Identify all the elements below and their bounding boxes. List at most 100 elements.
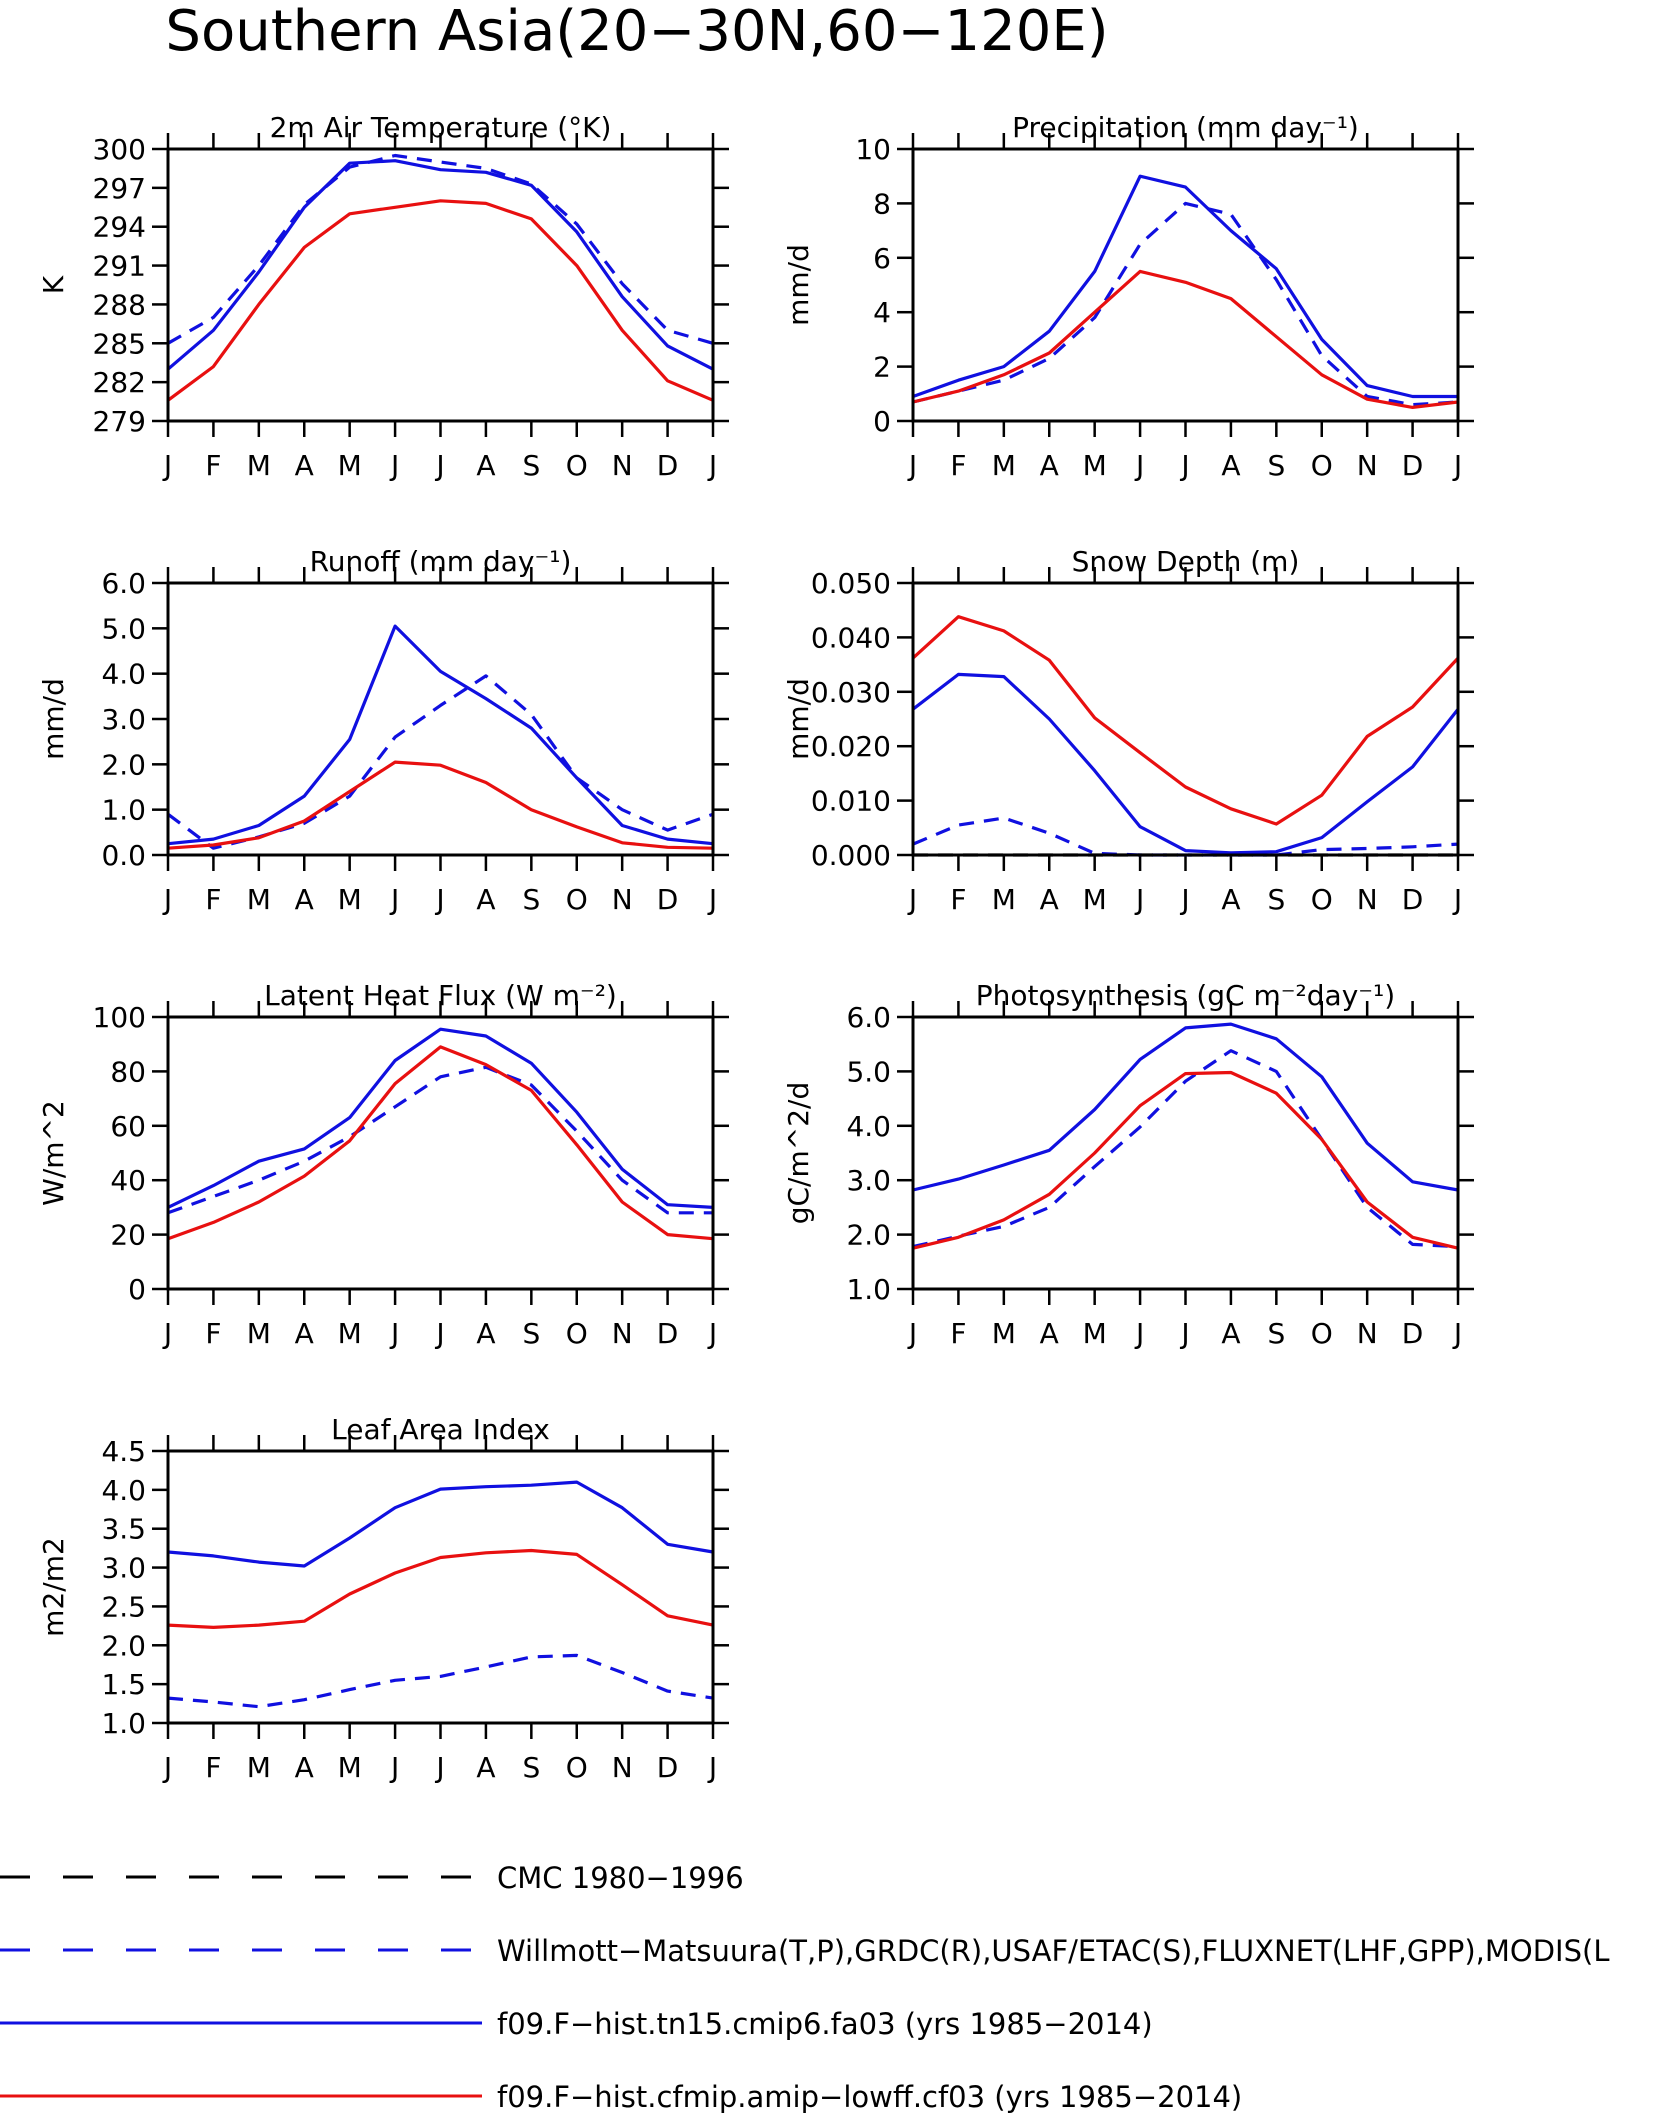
x-tick-label: F: [205, 1751, 221, 1784]
figure-title: Southern Asia(20−30N,60−120E): [165, 0, 1108, 64]
y-tick-label: 5.0: [101, 612, 146, 645]
y-tick-label: 0.030: [811, 676, 891, 709]
series-line: [167, 674, 714, 850]
series-line: [167, 760, 714, 850]
y-tick-label: 2: [873, 351, 891, 384]
series-line: [167, 624, 714, 846]
y-tick-label: 3.0: [101, 1552, 146, 1585]
x-tick-label: F: [950, 1317, 966, 1350]
y-tick-label: 2.0: [846, 1219, 891, 1252]
y-tick-label: 0.020: [811, 730, 891, 763]
y-tick-label: 4.0: [101, 658, 146, 691]
series-line: [912, 201, 1459, 407]
plot-frame: [911, 1015, 1460, 1291]
series-line: [167, 199, 714, 402]
x-tick-label: J: [1134, 883, 1144, 916]
x-tick-label: D: [657, 1317, 679, 1350]
y-tick-label: 0.000: [811, 839, 891, 872]
x-tick-label: A: [295, 1751, 314, 1784]
x-tick-label: N: [612, 883, 633, 916]
x-tick-label: F: [950, 883, 966, 916]
series-line: [167, 1045, 714, 1241]
x-tick-label: M: [247, 1751, 271, 1784]
series-line: [911, 615, 1460, 826]
x-tick-label: J: [434, 883, 444, 916]
x-tick-label: J: [907, 883, 917, 916]
y-axis-label: mm/d: [782, 678, 815, 760]
y-tick-label: 4.0: [846, 1110, 891, 1143]
y-tick-label: 300: [93, 133, 146, 166]
chart-panel: Runoff (mm day⁻¹)0.01.02.03.04.05.06.0J F…: [37, 545, 729, 916]
x-tick-label: J: [1134, 1317, 1144, 1350]
x-tick-label: D: [657, 883, 679, 916]
x-tick-label: A: [476, 449, 495, 482]
x-tick-label: F: [205, 883, 221, 916]
y-tick-label: 1.5: [101, 1668, 146, 1701]
y-tick-label: 80: [110, 1055, 146, 1088]
series-line: [167, 1027, 714, 1209]
x-tick-label: N: [612, 1317, 633, 1350]
y-tick-label: 3.0: [101, 703, 146, 736]
y-axis-label: m2/m2: [37, 1537, 70, 1637]
series-line: [167, 1653, 714, 1709]
series-line: [167, 153, 714, 345]
legend-label: Willmott−Matsuura(T,P),GRDC(R),USAF/ETAC…: [497, 1934, 1610, 1968]
y-tick-label: 10: [855, 133, 891, 166]
y-tick-label: 294: [93, 211, 146, 244]
x-tick-label: J: [1452, 449, 1462, 482]
series-line: [167, 1480, 714, 1568]
y-tick-label: 1.0: [101, 794, 146, 827]
series-line: [167, 1065, 713, 1215]
x-tick-label: J: [707, 449, 717, 482]
plot-frame: [911, 147, 1460, 423]
x-tick-label: D: [1402, 883, 1424, 916]
series-line: [912, 1049, 1459, 1249]
y-axis-label: mm/d: [782, 244, 815, 326]
y-tick-label: 297: [93, 172, 146, 205]
x-tick-label: A: [1040, 1317, 1059, 1350]
y-tick-label: 6: [873, 242, 891, 275]
x-tick-label: S: [522, 883, 540, 916]
y-tick-label: 8: [873, 187, 891, 220]
y-tick-label: 0.040: [811, 621, 891, 654]
y-tick-label: 1.0: [101, 1707, 146, 1740]
y-tick-label: 1.0: [846, 1273, 891, 1306]
x-tick-label: J: [1179, 449, 1189, 482]
plot-frame: [166, 147, 715, 423]
x-tick-label: J: [907, 1317, 917, 1350]
x-tick-label: D: [657, 449, 679, 482]
x-tick-label: A: [476, 1317, 495, 1350]
series-line: [912, 1022, 1459, 1192]
chart-panel: 2m Air Temperature (°K)27928228528829129…: [37, 111, 729, 482]
legend-label: CMC 1980−1996: [497, 1861, 744, 1895]
chart-panels: 2m Air Temperature (°K)27928228528829129…: [37, 111, 1474, 1784]
legend: CMC 1980−1996 Willmott−Matsuura(T,P),GRDC…: [0, 1861, 1610, 2114]
x-tick-label: A: [1040, 449, 1059, 482]
x-tick-label: J: [1134, 449, 1144, 482]
x-tick-label: M: [1083, 1317, 1107, 1350]
x-tick-label: J: [389, 883, 399, 916]
x-tick-label: A: [295, 883, 314, 916]
x-tick-label: M: [247, 1317, 271, 1350]
y-tick-label: 6.0: [101, 567, 146, 600]
x-tick-label: M: [992, 1317, 1016, 1350]
chart-panel: Photosynthesis (gC m⁻²day⁻¹)1.02.03.04.0…: [782, 979, 1474, 1350]
x-tick-label: O: [1311, 883, 1333, 916]
y-tick-label: 279: [93, 405, 146, 438]
x-tick-label: J: [389, 449, 399, 482]
plot-frame: [166, 1015, 715, 1291]
x-tick-label: S: [1267, 1317, 1285, 1350]
x-tick-label: J: [434, 449, 444, 482]
x-tick-label: M: [992, 883, 1016, 916]
x-tick-label: D: [1402, 449, 1424, 482]
y-tick-label: 288: [93, 288, 146, 321]
chart-panel: Snow Depth (m)0.0000.0100.0200.0300.0400…: [782, 545, 1474, 916]
series-line: [912, 1070, 1459, 1250]
plot-frame: [166, 581, 715, 857]
x-tick-label: S: [1267, 883, 1285, 916]
x-tick-label: A: [1221, 449, 1240, 482]
x-tick-label: M: [338, 1751, 362, 1784]
x-tick-label: S: [522, 449, 540, 482]
series-line: [912, 174, 1458, 399]
